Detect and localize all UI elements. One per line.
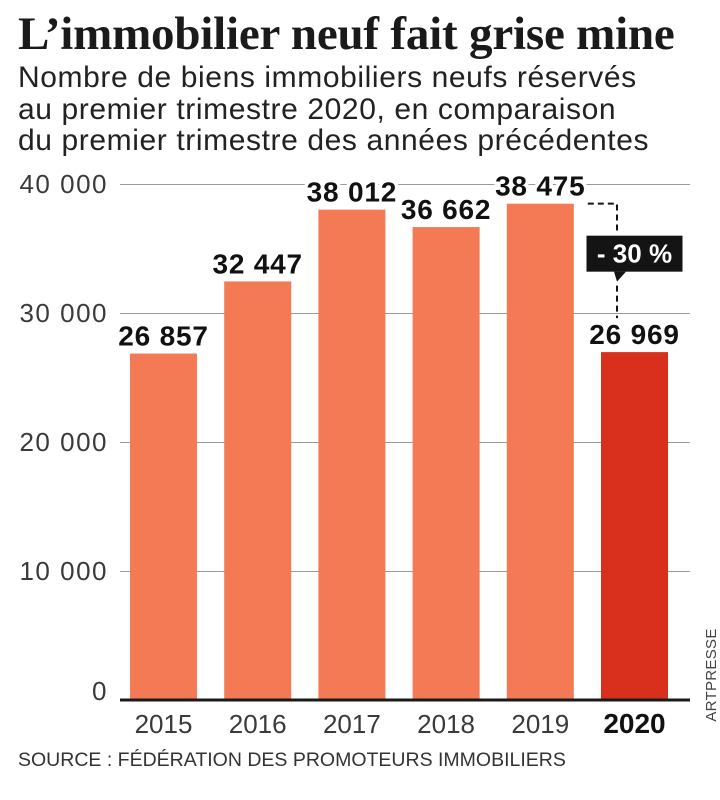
y-tick-label: 20 000 <box>19 427 108 457</box>
x-tick-label-2016: 2016 <box>229 709 287 739</box>
chart-title: L’immobilier neuf fait grise mine <box>18 8 675 60</box>
value-label-2019: 38 475 <box>495 171 585 202</box>
y-tick-label: 0 <box>92 676 108 706</box>
value-label-2017: 38 012 <box>307 177 397 208</box>
annotation-pointer <box>614 271 626 282</box>
bar-2015 <box>130 353 197 700</box>
x-tick-label-2018: 2018 <box>417 709 475 739</box>
x-tick-label-2017: 2017 <box>323 709 381 739</box>
annotation-text: - 30 % <box>597 239 672 269</box>
x-tick-label-2015: 2015 <box>135 709 193 739</box>
x-axis-tick-labels: 2015 2016 2017 2018 2019 2020 <box>135 708 666 739</box>
y-tick-label: 10 000 <box>19 556 108 586</box>
bar-2019 <box>506 203 574 701</box>
variation-annotation: - 30 % <box>586 202 683 319</box>
credit-label: ARTPRESSE <box>703 628 720 721</box>
value-label-2018: 36 662 <box>401 194 491 225</box>
x-tick-label-2019: 2019 <box>511 709 569 739</box>
source-note: SOURCE : FÉDÉRATION DES PROMOTEURS IMMOB… <box>18 749 566 771</box>
bar-2017 <box>318 209 386 700</box>
y-tick-label: 30 000 <box>19 298 108 328</box>
bar-2020 <box>601 352 668 700</box>
value-label-2020: 26 969 <box>589 319 679 350</box>
bars <box>130 203 668 701</box>
y-tick-label: 40 000 <box>19 169 108 199</box>
x-tick-label-2020: 2020 <box>603 708 665 739</box>
bar-2016 <box>224 281 292 700</box>
bar-2018 <box>412 227 480 701</box>
y-axis-tick-labels: 40 000 30 000 20 000 10 000 0 <box>19 169 108 706</box>
annotation-box <box>586 235 683 272</box>
annotation-bracket-top <box>587 202 618 232</box>
gridlines <box>120 184 690 572</box>
value-label-2016: 32 447 <box>212 248 302 279</box>
value-label-2015: 26 857 <box>118 321 208 352</box>
chart-subtitle: Nombre de biens immobiliers neufs réserv… <box>18 61 650 157</box>
